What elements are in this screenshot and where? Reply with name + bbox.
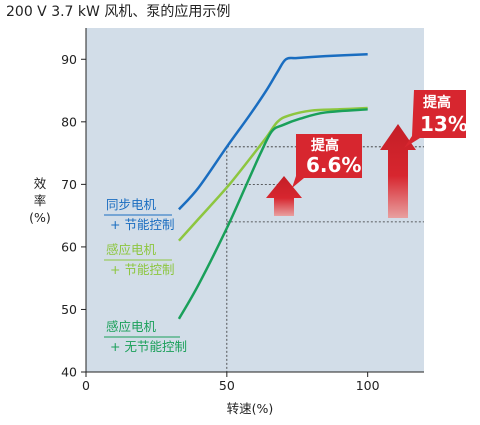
x-tick-label: 50 (219, 378, 235, 393)
up-arrow-icon (380, 124, 416, 218)
callout-6-6: 提高 6.6% (266, 134, 362, 216)
chart-title: 200 V 3.7 kW 风机、泵的应用示例 (6, 3, 230, 20)
y-tick-label: 50 (61, 302, 77, 317)
callout-6-6-line-1: 提高 (311, 137, 339, 154)
legend-series-2-line-2: + 节能控制 (110, 262, 174, 277)
y-axis-label: 效 率 (%) (29, 176, 51, 225)
legend-series-3: 感应电机 + 无节能控制 (104, 319, 187, 354)
y-axis-label-line-1: 效 (34, 176, 47, 191)
callout-box-6-6 (292, 134, 362, 188)
x-tick-label: 0 (82, 378, 90, 393)
legend-series-2: 感应电机 + 节能控制 (104, 242, 174, 277)
y-axis-label-line-3: (%) (29, 210, 51, 225)
y-tick-label: 70 (61, 177, 77, 192)
y-tick-label: 60 (61, 239, 77, 254)
legend-series-1-line-2: + 节能控制 (110, 217, 174, 232)
y-tick-label: 80 (61, 114, 77, 129)
series-line-2 (178, 106, 368, 242)
x-axis-label: 转速(%) (227, 401, 274, 416)
callout-6-6-line-2: 6.6% (306, 153, 361, 177)
series-line-3 (177, 108, 368, 320)
legend-series-3-line-2: + 无节能控制 (110, 339, 187, 354)
callout-13-line-1: 提高 (423, 94, 451, 111)
y-tick-label: 40 (61, 365, 77, 380)
x-tick-label: 100 (356, 378, 380, 393)
legend-series-1-line-1: 同步电机 (106, 197, 157, 212)
axes: 40 50 60 70 80 90 0 50 100 (61, 28, 424, 393)
legend-series-1: 同步电机 + 节能控制 (104, 197, 174, 232)
y-tick-label: 90 (61, 52, 77, 67)
series-lines (177, 53, 368, 320)
legend-series-3-line-1: 感应电机 (106, 319, 157, 334)
plot-area (86, 28, 424, 372)
y-axis-label-line-2: 率 (34, 193, 47, 208)
callout-13: 提高 13% (380, 90, 468, 218)
callout-13-line-2: 13% (420, 112, 468, 136)
legend-series-2-line-1: 感应电机 (106, 242, 157, 257)
callout-box-13 (404, 90, 466, 148)
up-arrow-icon (266, 176, 302, 216)
series-line-1 (178, 53, 368, 211)
